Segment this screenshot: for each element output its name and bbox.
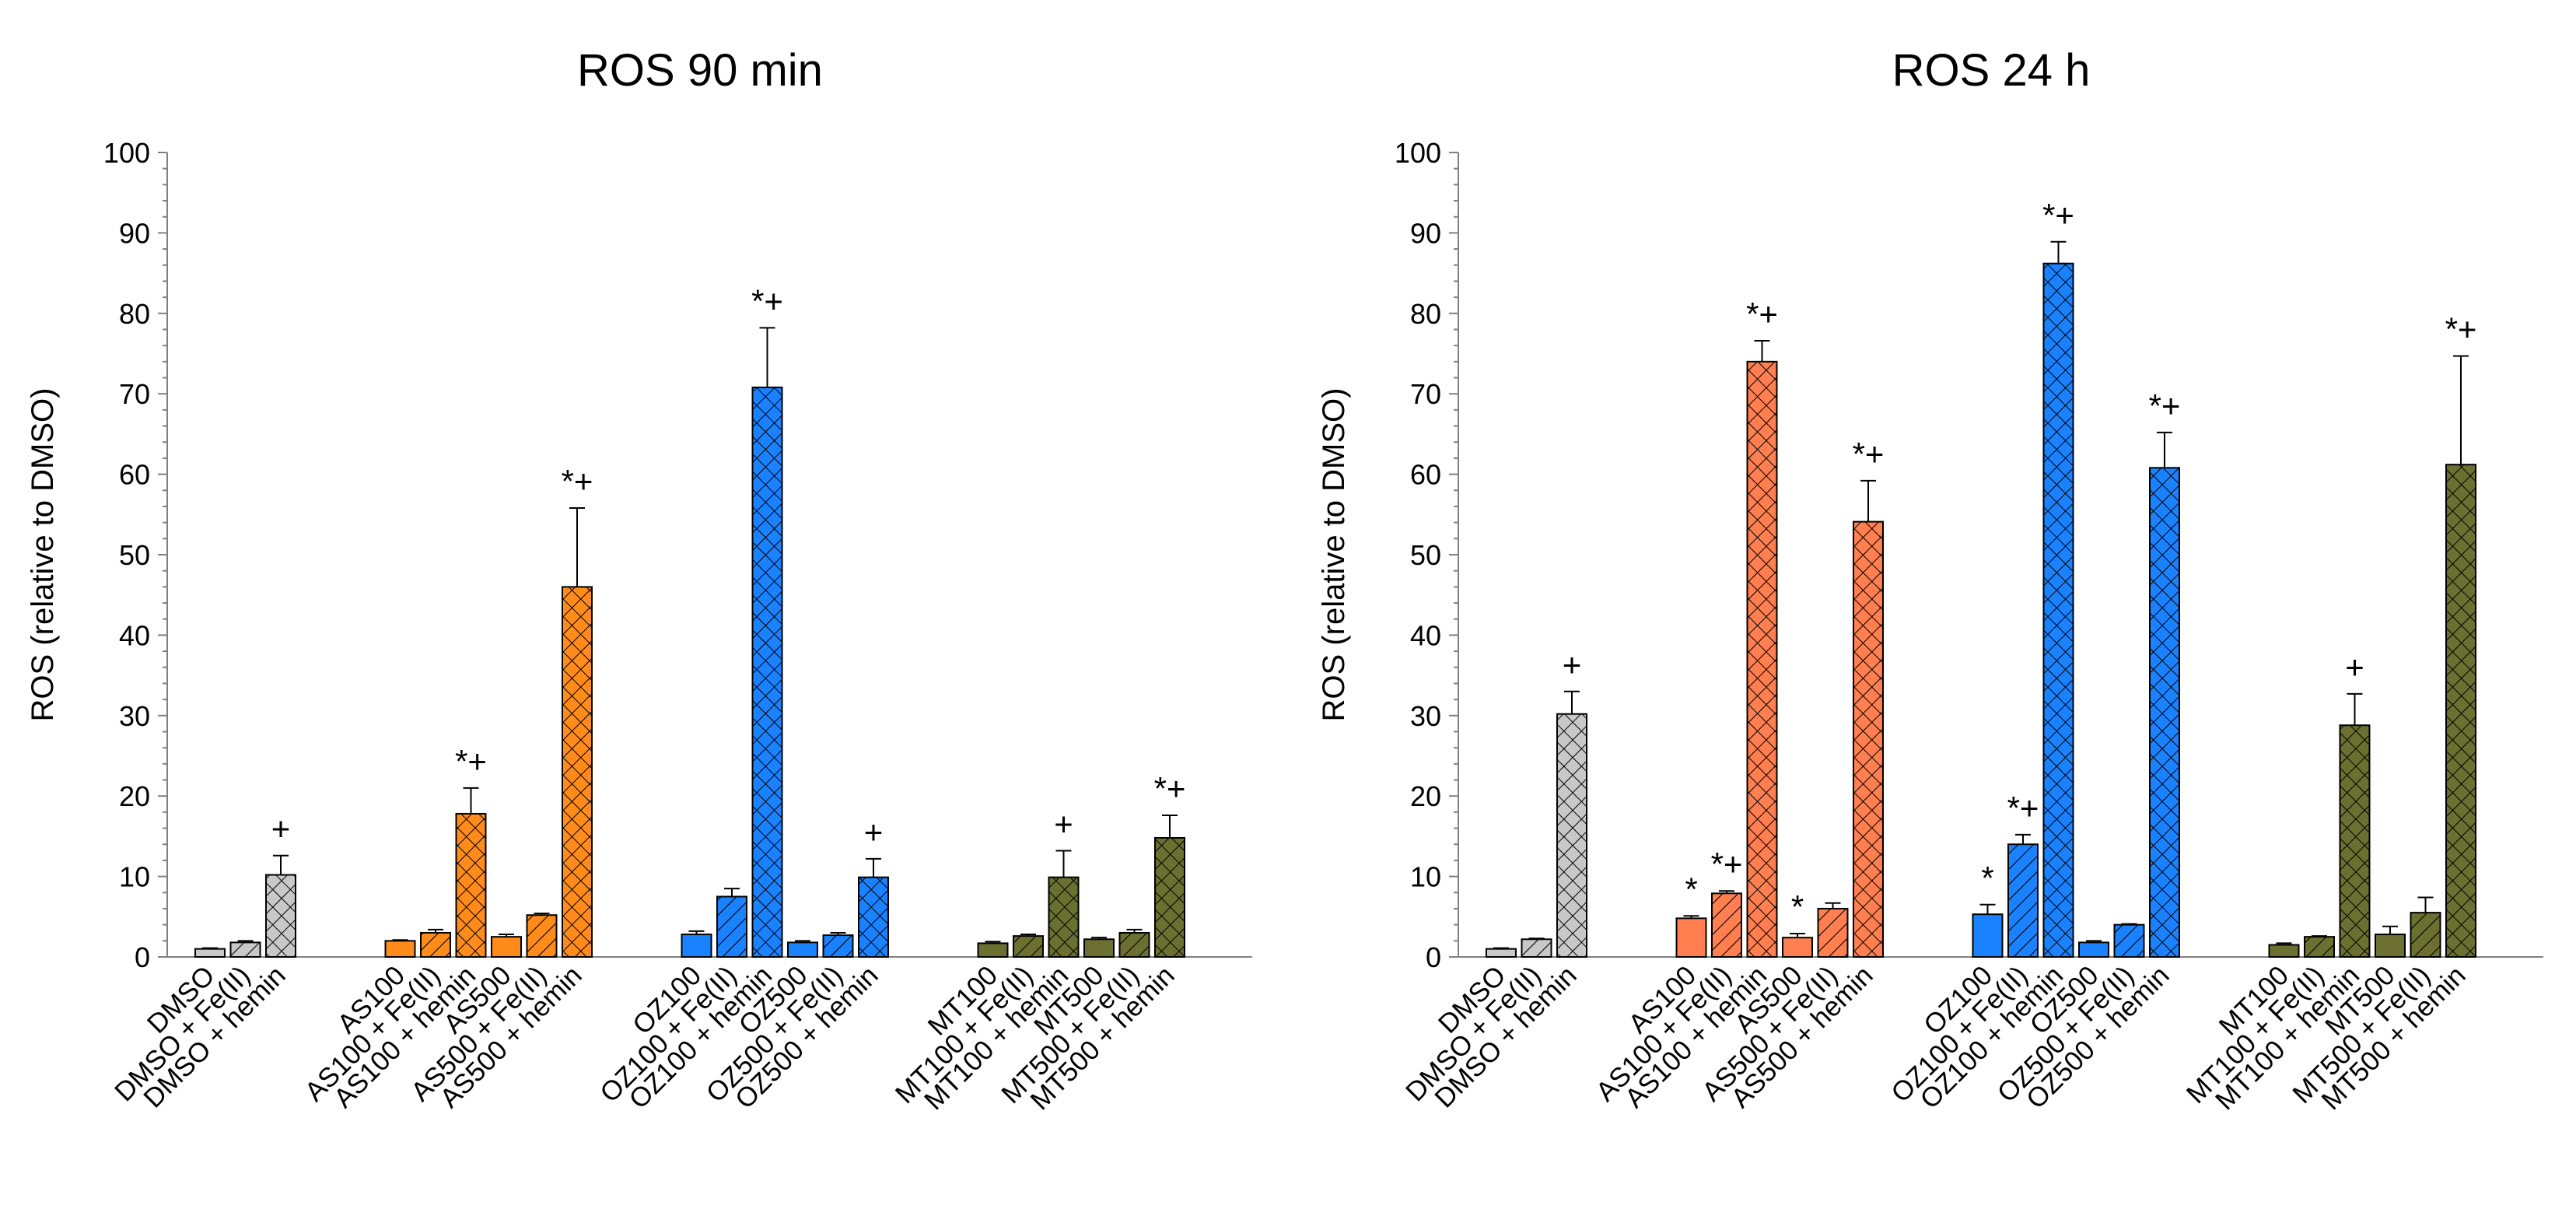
bar: [2149, 467, 2180, 958]
bar: [787, 941, 818, 958]
bar: [681, 934, 712, 958]
significance-label: *+: [1154, 770, 1186, 807]
y-tick-label: 40: [119, 619, 150, 651]
bar: [1972, 913, 2004, 958]
bar: [1118, 931, 1150, 958]
bar: [1711, 892, 1742, 958]
y-tick-label: 60: [1410, 459, 1441, 491]
y-tick-label: 0: [135, 941, 150, 973]
significance-label: *: [1981, 860, 1993, 896]
significance-label: +: [271, 811, 291, 847]
bar: [1853, 520, 1884, 958]
bar: [194, 948, 226, 958]
significance-label: *+: [2007, 790, 2039, 826]
significance-label: *+: [562, 463, 593, 499]
bar: [526, 914, 558, 958]
y-tick-label: 70: [119, 378, 150, 410]
bar: [716, 895, 747, 958]
significance-label: *+: [1746, 296, 1778, 332]
bar: [1154, 836, 1185, 958]
bar: [420, 931, 451, 958]
bar: [858, 876, 889, 958]
significance-label: +: [864, 814, 884, 850]
significance-label: +: [1563, 647, 1582, 683]
y-tick-label: 90: [1410, 217, 1441, 249]
y-tick-label: 60: [119, 459, 150, 491]
y-tick-label: 30: [1410, 700, 1441, 732]
significance-label: *: [1685, 871, 1697, 907]
bar: [2410, 912, 2441, 958]
bar: [1486, 948, 1517, 958]
bar: [1556, 713, 1587, 958]
bar: [229, 941, 261, 958]
significance-label: *+: [2149, 387, 2181, 424]
y-tick-label: 30: [119, 700, 150, 732]
bar: [977, 942, 1009, 958]
bar: [751, 386, 783, 958]
bar: [1782, 937, 1813, 958]
bar: [2007, 843, 2039, 958]
bar: [2304, 936, 2335, 958]
y-tick-label: 90: [119, 217, 150, 249]
significance-label: *+: [1853, 436, 1885, 472]
y-tick-label: 10: [1410, 861, 1441, 893]
significance-label: *+: [751, 282, 783, 319]
significance-label: *+: [2042, 197, 2074, 233]
y-tick-label: 50: [119, 539, 150, 571]
bar: [562, 586, 593, 958]
y-tick-label: 20: [1410, 780, 1441, 812]
y-tick-label: 40: [1410, 619, 1441, 651]
bar: [1048, 876, 1080, 958]
y-tick-label: 100: [1395, 137, 1441, 169]
bar: [2113, 923, 2145, 958]
bar: [1013, 935, 1044, 958]
bar: [384, 940, 416, 958]
bar: [2339, 724, 2371, 958]
bar: [1675, 917, 1707, 958]
significance-label: +: [1054, 806, 1073, 843]
y-tick-label: 80: [119, 298, 150, 330]
significance-label: *+: [1711, 846, 1743, 882]
y-tick-label: 50: [1410, 539, 1441, 571]
bar: [822, 934, 854, 958]
bar: [2268, 944, 2300, 958]
y-tick-label: 70: [1410, 378, 1441, 410]
chart-title: ROS 24 h: [1892, 45, 2091, 96]
bar: [1521, 938, 1552, 958]
bar: [265, 874, 296, 958]
chart-ros-24-h: ROS 24 h ROS (relative to DMSO) 0 10 20 30 40 5…: [1317, 45, 2543, 1116]
significance-label: *+: [455, 743, 487, 780]
bar: [2375, 934, 2406, 958]
chart-title: ROS 90 min: [577, 45, 823, 96]
bar: [491, 936, 522, 958]
bar: [1083, 938, 1115, 958]
y-axis-label: ROS (relative to DMSO): [26, 388, 60, 722]
significance-label: *: [1791, 888, 1804, 925]
y-tick-label: 20: [119, 780, 150, 812]
bar: [1817, 907, 1849, 958]
significance-label: +: [2345, 649, 2364, 685]
y-tick-label: 0: [1426, 941, 1441, 973]
significance-label: *+: [2445, 311, 2477, 348]
chart-ros-90-min: ROS 90 min ROS (relative to DMSO) 0 10 20 30 4…: [26, 45, 1252, 1116]
y-axis-label: ROS (relative to DMSO): [1317, 388, 1351, 722]
y-tick-label: 80: [1410, 298, 1441, 330]
bar: [2445, 464, 2476, 958]
bar: [2042, 262, 2074, 958]
bar: [455, 812, 487, 958]
y-tick-label: 10: [119, 861, 150, 893]
bar: [2078, 941, 2109, 958]
y-tick-label: 100: [103, 137, 150, 169]
bar: [1746, 360, 1778, 958]
